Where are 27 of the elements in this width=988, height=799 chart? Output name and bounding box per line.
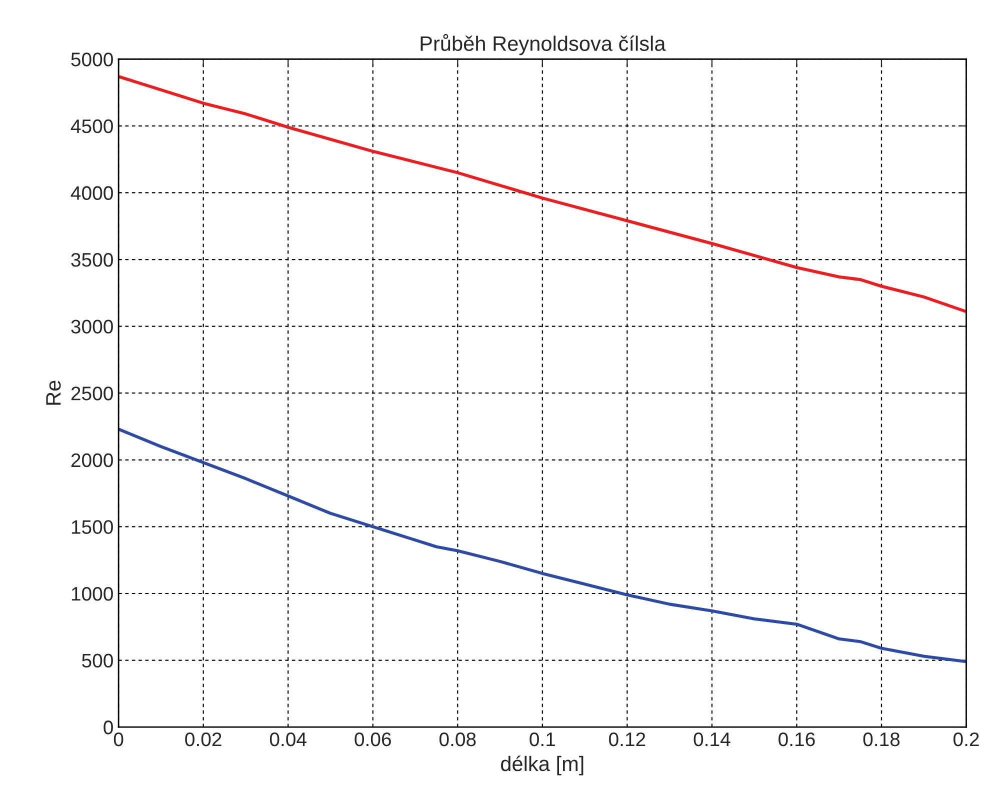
x-tick-label: 0.1: [530, 732, 555, 746]
y-tick-label: 500: [82, 654, 113, 668]
chart-title: Průběh Reynoldsova čílsla: [420, 34, 666, 56]
line-series: [118, 428, 966, 664]
x-tick-label: 0.04: [270, 732, 306, 746]
x-axis-title: délka [m]: [501, 756, 584, 776]
y-tick-label: 1000: [72, 586, 113, 601]
y-tick-label: 5000: [71, 52, 113, 66]
y-tick-label: 3500: [71, 252, 113, 267]
y-tick-label: 3000: [71, 320, 113, 334]
x-tick-label: 0.12: [609, 732, 646, 746]
y-tick-label: 2000: [71, 453, 113, 468]
x-tick-label: 0.06: [354, 732, 391, 746]
line-series: [118, 74, 966, 314]
x-tick-label: 0.08: [439, 732, 476, 746]
x-tick-label: 0.16: [778, 732, 815, 746]
x-tick-label: 0: [114, 732, 124, 746]
y-tick-label: 4500: [70, 119, 113, 134]
x-tick-label: 0.18: [863, 732, 900, 746]
y-tick-label: 1500: [72, 520, 113, 534]
y-axis-title: Re: [46, 380, 61, 405]
y-tick-label: 0: [104, 720, 113, 734]
x-tick-label: 0.14: [694, 732, 730, 746]
y-tick-label: 4000: [70, 186, 113, 200]
x-tick-label: 0.2: [954, 732, 979, 746]
y-tick-label: 2500: [71, 386, 113, 400]
x-tick-label: 0.02: [185, 732, 222, 746]
